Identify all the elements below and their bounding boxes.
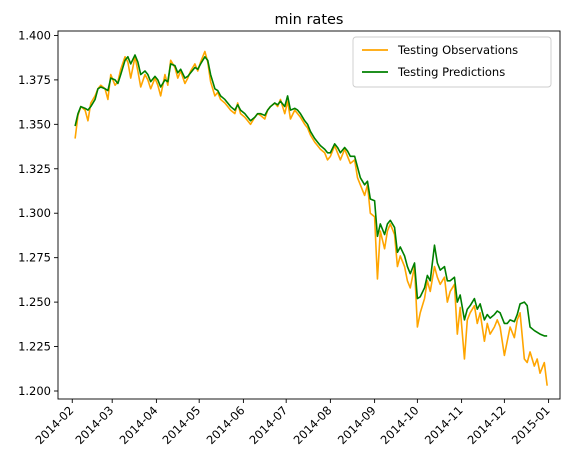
- legend-label-2: Testing Predictions: [397, 65, 505, 79]
- chart-title: min rates: [275, 12, 344, 28]
- y-tick-label: 1.350: [18, 117, 51, 131]
- y-tick-label: 1.250: [18, 295, 51, 309]
- y-tick-label: 1.375: [18, 73, 51, 87]
- legend-box: [352, 36, 552, 88]
- series-line-2: [74, 54, 548, 337]
- y-tick-label: 1.325: [18, 162, 51, 176]
- legend-label-1: Testing Observations: [397, 43, 518, 57]
- plot-frame: [57, 30, 561, 400]
- legend: Testing Observations Testing Predictions: [352, 36, 552, 88]
- plot-marks: [74, 50, 548, 386]
- y-tick-label: 1.300: [18, 206, 51, 220]
- y-tick-label: 1.200: [18, 384, 51, 398]
- y-tick-label: 1.225: [18, 340, 51, 354]
- series-line-1: [74, 50, 548, 386]
- y-tick-label: 1.400: [18, 28, 51, 42]
- y-tick-label: 1.275: [18, 251, 51, 265]
